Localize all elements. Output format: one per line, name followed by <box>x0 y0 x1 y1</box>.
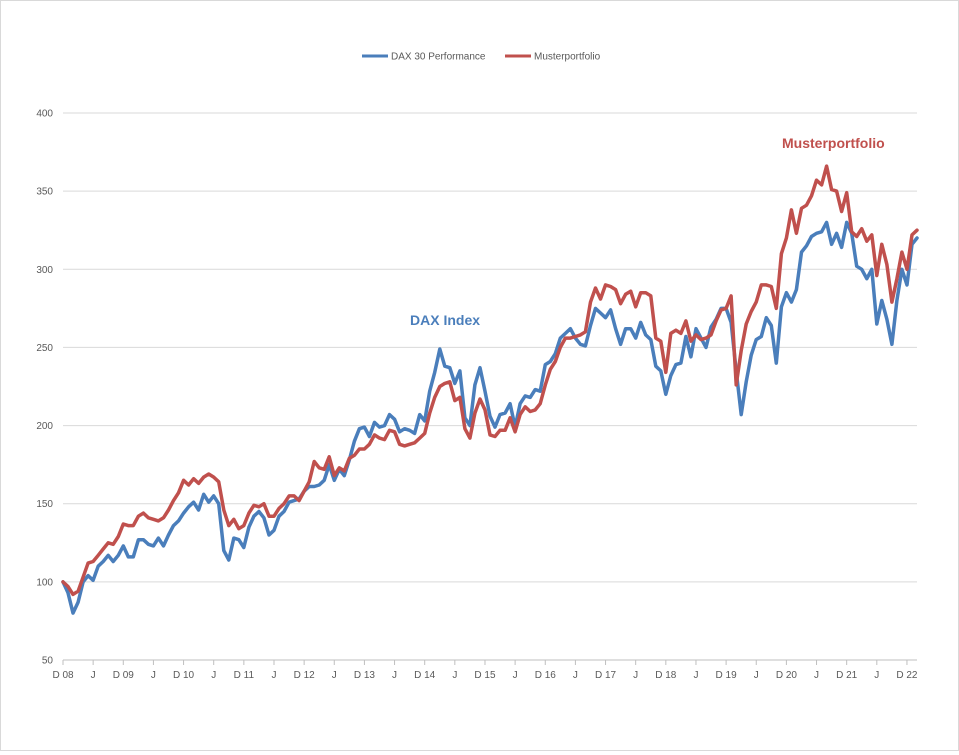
x-tick-label: J <box>874 670 879 681</box>
x-tick-label: D 15 <box>474 670 496 681</box>
x-tick-label: D 08 <box>52 670 74 681</box>
x-tick-label: D 12 <box>294 670 316 681</box>
y-tick-label: 350 <box>36 187 53 198</box>
x-tick-label: D 14 <box>414 670 436 681</box>
x-tick-label: D 20 <box>776 670 798 681</box>
series-line-dax-30-performance <box>61 220 919 615</box>
y-tick-label: 50 <box>42 656 54 667</box>
annotation-dax-index: DAX Index <box>410 312 480 328</box>
y-tick-label: 400 <box>36 109 53 120</box>
x-tick-label: D 11 <box>234 670 255 681</box>
x-axis: D 08 J D 09 J D 10 J D 11 J D 12 J D 13 J D 14 J D 15 J… <box>52 659 918 681</box>
x-tick-label: J <box>271 670 276 681</box>
series-line-musterportfolio <box>61 164 919 597</box>
x-tick-label: D 10 <box>173 670 195 681</box>
y-axis-tick-labels: 50 100 150 200 250 300 350 400 <box>36 109 53 667</box>
y-tick-label: 200 <box>36 421 53 432</box>
x-tick-label: D 19 <box>716 670 738 681</box>
x-tick-label: J <box>814 670 819 681</box>
x-tick-label: J <box>573 670 578 681</box>
y-tick-label: 300 <box>36 265 53 276</box>
x-tick-label: J <box>91 670 96 681</box>
annotation-musterportfolio: Musterportfolio <box>782 135 885 151</box>
x-tick-label: D 17 <box>595 670 617 681</box>
x-tick-label: D 16 <box>535 670 557 681</box>
y-tick-label: 250 <box>36 343 53 354</box>
x-tick-label: J <box>452 670 457 681</box>
x-tick-label: J <box>754 670 759 681</box>
x-tick-label: J <box>151 670 156 681</box>
legend-label-musterportfolio: Musterportfolio <box>534 52 601 63</box>
legend-label-dax: DAX 30 Performance <box>391 52 486 63</box>
x-tick-label: J <box>693 670 698 681</box>
x-tick-label: D 22 <box>896 670 918 681</box>
x-tick-label: J <box>513 670 518 681</box>
x-tick-label: D 13 <box>354 670 376 681</box>
x-tick-label: D 09 <box>113 670 135 681</box>
y-tick-label: 150 <box>36 499 53 510</box>
legend: DAX 30 Performance Musterportfolio <box>362 52 601 63</box>
series-layer <box>61 164 919 615</box>
gridlines <box>63 112 917 583</box>
y-tick-label: 100 <box>36 577 53 588</box>
x-tick-label: D 21 <box>836 670 858 681</box>
x-tick-label: D 18 <box>655 670 677 681</box>
x-tick-label: J <box>633 670 638 681</box>
x-tick-label: J <box>332 670 337 681</box>
x-tick-label: J <box>211 670 216 681</box>
x-tick-label: J <box>392 670 397 681</box>
